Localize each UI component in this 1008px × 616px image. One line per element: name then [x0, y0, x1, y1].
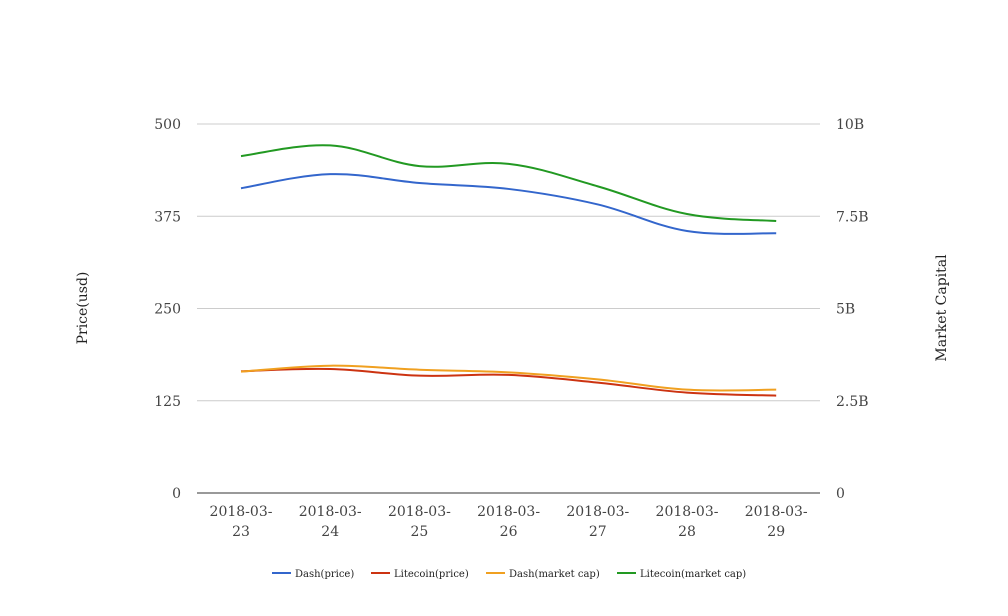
- x-tick-label: 2018-03-24: [299, 504, 362, 540]
- x-tick-label: 2018-03-26: [477, 504, 540, 540]
- series-line-dash-price: [240, 173, 777, 235]
- right-tick-label: 10B: [836, 117, 864, 133]
- legend-label-dash-price: Dash(price): [295, 569, 354, 580]
- left-axis-ticks: 0 125 250 375 500: [154, 117, 181, 502]
- left-tick-label: 125: [154, 394, 181, 410]
- right-tick-label: 7.5B: [836, 209, 869, 225]
- series-line-dash-market-cap: [240, 364, 777, 392]
- right-axis-ticks: 0 2.5B 5B 7.5B 10B: [836, 117, 869, 502]
- left-tick-label: 500: [154, 117, 181, 133]
- right-tick-label: 2.5B: [836, 394, 869, 410]
- series-line-litecoin-price: [240, 367, 777, 397]
- right-tick-label: 0: [836, 486, 845, 502]
- right-tick-label: 5B: [836, 302, 855, 318]
- gridlines: [197, 123, 820, 402]
- left-tick-label: 375: [154, 209, 181, 225]
- x-tick-label: 2018-03-28: [656, 504, 719, 540]
- x-tick-label: 2018-03-23: [210, 504, 273, 540]
- legend-label-dash-market-cap: Dash(market cap): [509, 569, 600, 580]
- legend-label-litecoin-price: Litecoin(price): [394, 569, 469, 580]
- x-axis-ticks: 2018-03-23 2018-03-24 2018-03-25 2018-03-26…: [210, 504, 808, 540]
- x-tick-label: 2018-03-27: [566, 504, 629, 540]
- left-tick-label: 0: [172, 486, 181, 502]
- left-tick-label: 250: [154, 302, 181, 318]
- left-axis-title: Price(usd): [75, 272, 91, 345]
- legend: Dash(price) Litecoin(price) Dash(market ca…: [272, 569, 746, 580]
- series-line-litecoin-market-cap: [240, 144, 777, 223]
- x-tick-label: 2018-03-29: [745, 504, 808, 540]
- legend-label-litecoin-market-cap: Litecoin(market cap): [640, 569, 746, 580]
- x-tick-label: 2018-03-25: [388, 504, 451, 540]
- right-axis-title: Market Capital: [934, 254, 950, 362]
- series-lines: [240, 144, 777, 397]
